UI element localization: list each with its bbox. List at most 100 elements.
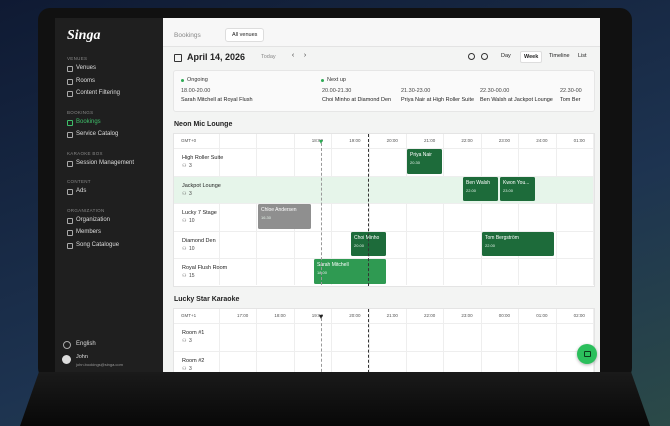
hour-label: 23:00 [461, 313, 473, 318]
booking-time: 22.00 [466, 187, 477, 193]
view-button[interactable]: Week [520, 51, 543, 63]
nav-icon[interactable] [67, 189, 73, 195]
today-button[interactable]: Today [261, 54, 276, 60]
status-label: Ongoing [187, 77, 208, 83]
nav-icon[interactable] [67, 66, 73, 72]
view-button[interactable]: List [578, 53, 587, 59]
laptop-base [20, 372, 650, 426]
hour-label: 23:00 [498, 138, 511, 143]
nav-item[interactable]: Ads [76, 188, 87, 194]
nav-icon[interactable] [67, 132, 73, 138]
booking[interactable]: Chloe Andersen 16.30 [258, 204, 311, 229]
hour-label: 20:00 [349, 313, 361, 318]
nav-icon[interactable] [67, 119, 73, 126]
venue-name: Lucky Star Karaoke [174, 296, 240, 303]
grid-line [518, 134, 520, 285]
hour-label: 22:00 [424, 313, 436, 318]
screen: Singa VENUES Venues Rooms Content Filtering B… [55, 18, 600, 372]
hour-label: 22:00 [461, 138, 473, 143]
booking[interactable]: Ben Walsh 22.00 [463, 176, 498, 201]
hour-label: 24:00 [536, 138, 548, 143]
hour-label: 19:00 [349, 138, 361, 143]
hour-label: 18:00 [274, 313, 286, 318]
nav-icon[interactable] [67, 78, 73, 85]
next[interactable]: › [303, 52, 307, 59]
status-text: Sarah Mitchell at Royal Flush [181, 97, 253, 103]
venue-name: Neon Mic Lounge [174, 121, 233, 128]
nav-item[interactable]: Members [76, 229, 102, 235]
prev[interactable]: ‹ [291, 52, 295, 59]
view-button[interactable]: Day [501, 53, 511, 59]
grid-line [219, 309, 220, 372]
language[interactable]: English [76, 341, 96, 347]
status-card [173, 70, 595, 112]
capacity-icon: ⚇ [182, 338, 187, 344]
capacity-icon: ⚇ [182, 245, 187, 252]
breadcrumb[interactable]: Bookings [174, 32, 201, 39]
status-time: 21.30-23.00 [401, 88, 431, 94]
section-title: KARAOKE BOX [67, 150, 103, 156]
capacity-icon: ⚇ [182, 190, 187, 197]
capacity-icon: ⚇ [182, 163, 187, 169]
start-line [321, 143, 322, 285]
date: April 14, 2026 [187, 52, 246, 62]
booking[interactable]: Tom Bergström 22.00 [482, 231, 554, 256]
nav-item[interactable]: Organization [76, 216, 111, 223]
capacity-icon: ⚇ [182, 365, 187, 372]
grid-line [256, 309, 258, 372]
room-name: Royal Flush Room [182, 265, 228, 271]
view-button[interactable]: Timeline [549, 53, 570, 59]
booking[interactable]: Sarah Mitchell 18.00 [314, 259, 386, 284]
status-text: Ben Walsh at Jackpot Lounge [480, 97, 553, 103]
grid-line [443, 134, 445, 285]
nav-icon[interactable] [67, 160, 73, 167]
nav-item[interactable]: Bookings [76, 118, 101, 125]
booking[interactable]: Kwon You... 23.00 [500, 176, 535, 201]
booking-name: Ben Walsh [466, 179, 490, 186]
nav-item[interactable]: Service Catalog [76, 131, 119, 137]
status-time: 22.30-00.00 [480, 88, 510, 94]
section-title: VENUES [67, 56, 88, 61]
capacity: 10 [189, 245, 195, 252]
hour-label: 00:00 [498, 313, 511, 318]
booking[interactable]: Priya Nair 20.30 [407, 149, 442, 174]
nav-icon[interactable] [67, 230, 73, 236]
nav-item[interactable]: Rooms [76, 77, 96, 84]
timezone: GMT+1 [181, 313, 197, 318]
nav-item[interactable]: Content Filtering [76, 90, 121, 96]
current-time-line [368, 134, 369, 286]
room-row [174, 258, 593, 287]
booking-time: 22.00 [485, 242, 496, 248]
grid-line [480, 134, 482, 285]
section-title: ORGANIZATION [67, 207, 105, 213]
grid-line [593, 134, 594, 285]
booking-name: Kwon You... [503, 179, 530, 186]
nav-item[interactable]: Song Catalogue [76, 241, 120, 248]
grid-line [593, 309, 594, 372]
venue-filter[interactable]: All venues [225, 28, 265, 42]
zoom-in[interactable] [481, 53, 488, 60]
hour-label: 21:00 [424, 138, 436, 143]
zoom-out[interactable] [468, 53, 475, 60]
language-icon[interactable] [63, 341, 71, 349]
avatar[interactable] [62, 355, 71, 364]
hour-label: 02:00 [573, 313, 585, 318]
booking-time: 20.00 [354, 242, 365, 248]
nav-item[interactable]: Venues [76, 65, 97, 71]
now-marker [319, 140, 323, 144]
status-time: 22.30-00 [560, 88, 582, 94]
booking-name: Chloe Andersen [261, 207, 297, 213]
chat-button[interactable] [577, 344, 597, 364]
grid-line [480, 309, 482, 372]
room-row [174, 323, 593, 352]
nav-icon[interactable] [67, 242, 73, 249]
timeline-grid [173, 308, 595, 372]
booking-time: 16.30 [261, 215, 272, 220]
nav-icon[interactable] [67, 217, 73, 224]
nav-item[interactable]: Session Management [76, 159, 135, 166]
chat-icon[interactable] [584, 351, 591, 357]
booking-name: Sarah Mitchell [317, 262, 349, 268]
nav-icon[interactable] [67, 91, 73, 97]
room-name: High Roller Suite [182, 155, 224, 161]
calendar-icon [174, 54, 182, 62]
